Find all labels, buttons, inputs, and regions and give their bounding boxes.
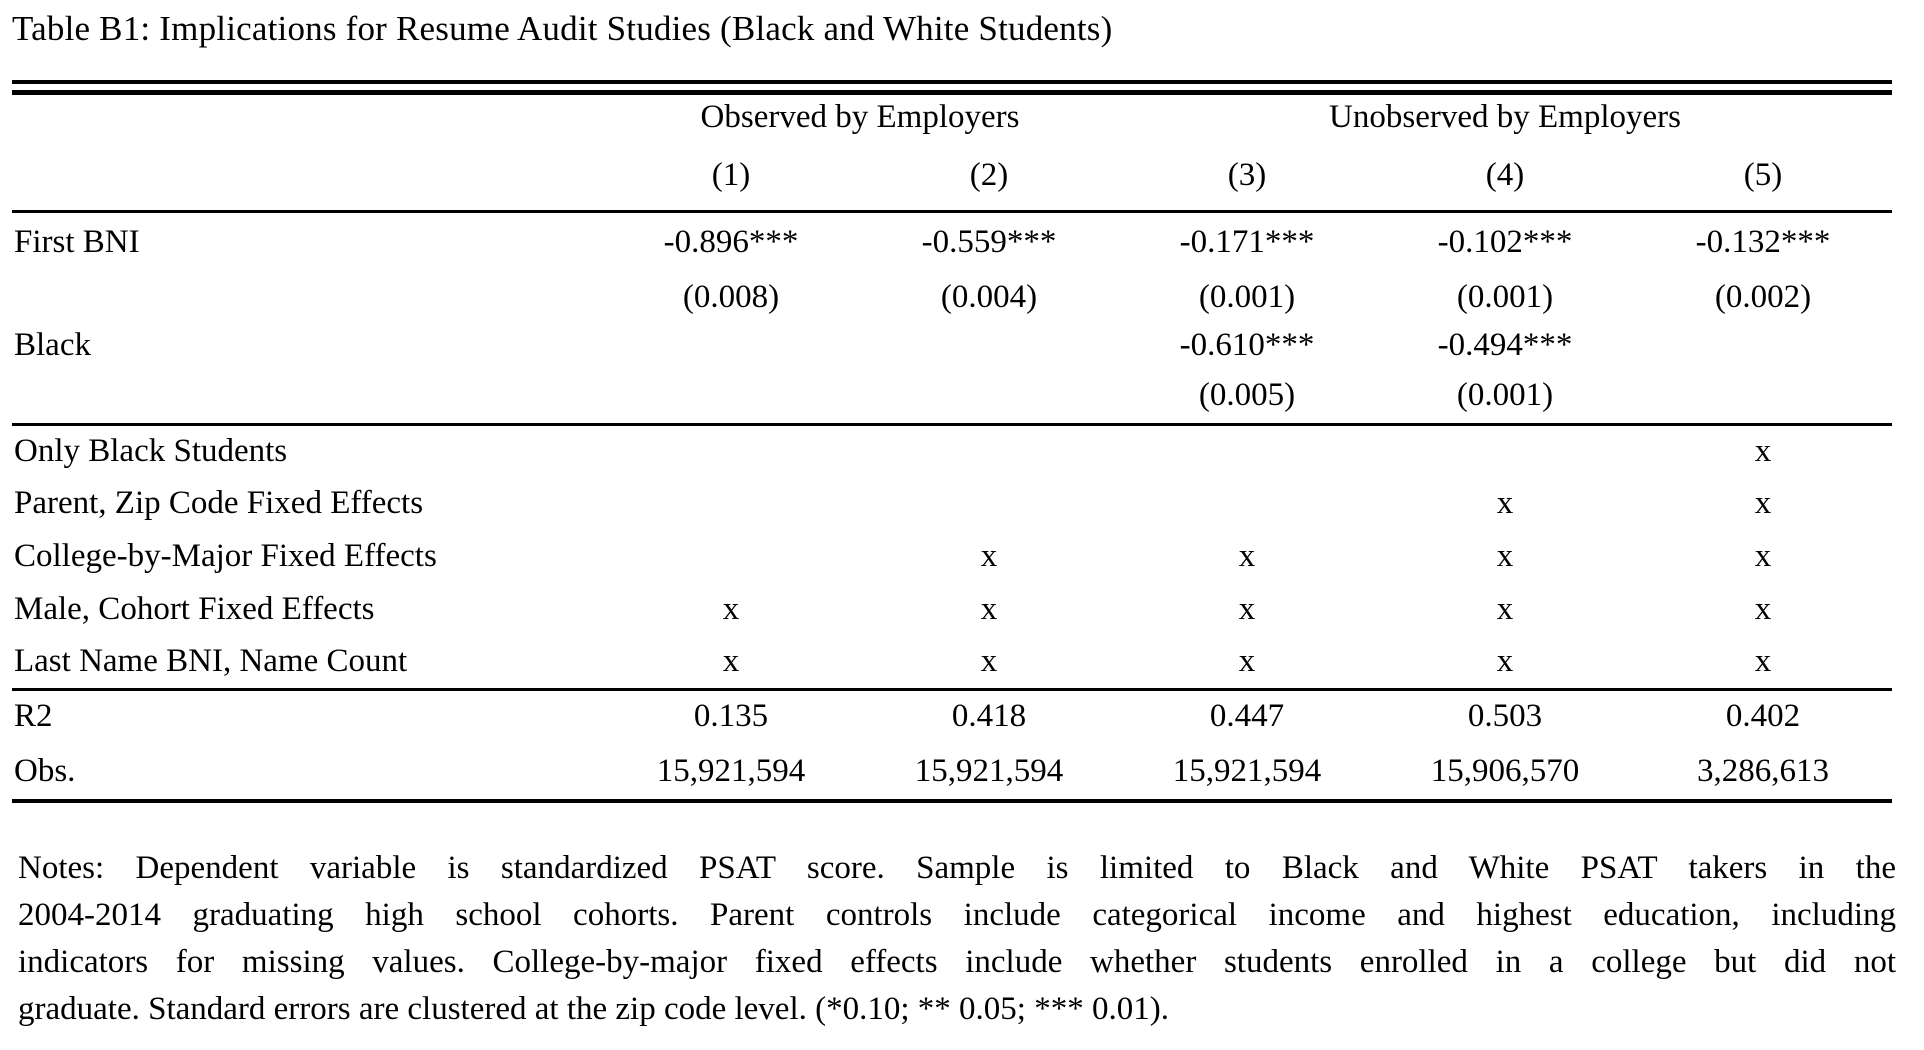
coefficient-row-first-bni: First BNI -0.896*** -0.559*** -0.171*** … bbox=[12, 211, 1892, 272]
results-table: Observed by Employers Unobserved by Empl… bbox=[12, 95, 1892, 803]
row-label: College-by-Major Fixed Effects bbox=[14, 538, 437, 574]
column-number-4: (4) bbox=[1485, 156, 1525, 193]
column-group-header-row: Observed by Employers Unobserved by Empl… bbox=[12, 95, 1892, 141]
notes-line: indicators for missing values. College-b… bbox=[18, 944, 1896, 980]
value-cell bbox=[860, 424, 1118, 477]
empty-corner-cell bbox=[12, 141, 602, 211]
table-notes: Notes: Dependent variable is standardize… bbox=[18, 845, 1896, 1033]
value-cell: x bbox=[1238, 591, 1256, 627]
value-cell bbox=[1634, 322, 1892, 368]
value-cell: 0.447 bbox=[1209, 698, 1285, 735]
statistic-row-r2: R2 0.135 0.418 0.447 0.503 0.402 bbox=[12, 689, 1892, 743]
control-row-parent-zip-fe: Parent, Zip Code Fixed Effects x x bbox=[12, 477, 1892, 530]
value-cell: x bbox=[980, 591, 998, 627]
value-cell bbox=[860, 368, 1118, 424]
row-label: Black bbox=[14, 326, 91, 363]
value-cell: (0.008) bbox=[682, 278, 780, 315]
control-row-only-black-students: Only Black Students x bbox=[12, 424, 1892, 477]
value-cell: x bbox=[1496, 643, 1514, 680]
row-label: Male, Cohort Fixed Effects bbox=[14, 591, 375, 627]
value-cell: x bbox=[1754, 432, 1772, 469]
statistic-row-obs: Obs. 15,921,594 15,921,594 15,921,594 15… bbox=[12, 743, 1892, 801]
value-cell bbox=[602, 477, 860, 530]
value-cell: -0.896*** bbox=[663, 223, 799, 260]
value-cell bbox=[602, 424, 860, 477]
row-label: Parent, Zip Code Fixed Effects bbox=[14, 485, 424, 521]
value-cell bbox=[602, 322, 860, 368]
value-cell: x bbox=[1754, 485, 1772, 521]
value-cell bbox=[1118, 424, 1376, 477]
value-cell: x bbox=[1754, 538, 1772, 574]
value-cell: x bbox=[1754, 591, 1772, 627]
value-cell: (0.002) bbox=[1714, 278, 1812, 315]
control-row-male-cohort-fe: Male, Cohort Fixed Effects x x x x x bbox=[12, 583, 1892, 636]
notes-line: graduate. Standard errors are clustered … bbox=[18, 991, 1169, 1027]
value-cell: x bbox=[1496, 591, 1514, 627]
coefficient-row-black: Black -0.610*** -0.494*** bbox=[12, 322, 1892, 368]
value-cell: (0.005) bbox=[1198, 376, 1296, 413]
value-cell bbox=[602, 368, 860, 424]
value-cell: x bbox=[1496, 538, 1514, 574]
value-cell: x bbox=[722, 591, 740, 627]
value-cell: 0.402 bbox=[1725, 698, 1801, 735]
std-error-row: (0.005) (0.001) bbox=[12, 368, 1892, 424]
column-number-row: (1) (2) (3) (4) (5) bbox=[12, 141, 1892, 211]
value-cell: -0.559*** bbox=[921, 223, 1057, 260]
value-cell bbox=[602, 530, 860, 583]
value-cell: x bbox=[1238, 643, 1256, 680]
value-cell: (0.001) bbox=[1456, 278, 1554, 315]
value-cell: -0.102*** bbox=[1437, 223, 1573, 260]
column-number-5: (5) bbox=[1743, 156, 1783, 193]
value-cell: 0.418 bbox=[951, 698, 1027, 735]
table-top-rule bbox=[12, 80, 1892, 95]
value-cell bbox=[1376, 424, 1634, 477]
row-label: Obs. bbox=[14, 752, 76, 789]
std-error-row: (0.008) (0.004) (0.001) (0.001) (0.002) bbox=[12, 272, 1892, 322]
notes-line: 2004-2014 graduating high school cohorts… bbox=[18, 897, 1896, 933]
value-cell: x bbox=[722, 643, 740, 680]
value-cell: x bbox=[1496, 485, 1514, 521]
row-label: First BNI bbox=[14, 223, 140, 260]
value-cell: -0.171*** bbox=[1179, 223, 1315, 260]
notes-line: Notes: Dependent variable is standardize… bbox=[18, 850, 1896, 886]
column-group-observed: Observed by Employers bbox=[700, 98, 1020, 135]
row-label bbox=[12, 368, 602, 424]
empty-corner-cell bbox=[12, 95, 602, 141]
value-cell: 15,921,594 bbox=[914, 752, 1064, 789]
value-cell: 3,286,613 bbox=[1697, 752, 1829, 789]
value-cell bbox=[860, 322, 1118, 368]
value-cell: -0.610*** bbox=[1179, 326, 1315, 363]
value-cell: -0.132*** bbox=[1695, 223, 1831, 260]
value-cell: -0.494*** bbox=[1437, 326, 1573, 363]
value-cell: (0.001) bbox=[1456, 376, 1554, 413]
column-group-unobserved: Unobserved by Employers bbox=[1329, 98, 1681, 135]
column-number-2: (2) bbox=[969, 156, 1009, 193]
value-cell: 0.135 bbox=[693, 698, 769, 735]
value-cell bbox=[860, 477, 1118, 530]
value-cell: x bbox=[980, 643, 998, 680]
control-row-last-name-bni: Last Name BNI, Name Count x x x x x bbox=[12, 636, 1892, 689]
row-label bbox=[12, 272, 602, 322]
value-cell: 15,906,570 bbox=[1430, 752, 1580, 789]
value-cell: 0.503 bbox=[1467, 698, 1543, 735]
value-cell: x bbox=[1754, 643, 1772, 680]
control-row-college-major-fe: College-by-Major Fixed Effects x x x x bbox=[12, 530, 1892, 583]
value-cell: (0.004) bbox=[940, 278, 1038, 315]
value-cell: 15,921,594 bbox=[1172, 752, 1322, 789]
value-cell bbox=[1634, 368, 1892, 424]
value-cell: 15,921,594 bbox=[656, 752, 806, 789]
value-cell: (0.001) bbox=[1198, 278, 1296, 315]
row-label: R2 bbox=[14, 698, 53, 735]
value-cell bbox=[1118, 477, 1376, 530]
column-number-1: (1) bbox=[711, 156, 751, 193]
row-label: Last Name BNI, Name Count bbox=[14, 643, 408, 680]
table-title: Table B1: Implications for Resume Audit … bbox=[12, 9, 1113, 48]
value-cell: x bbox=[1238, 538, 1256, 574]
value-cell: x bbox=[980, 538, 998, 574]
row-label: Only Black Students bbox=[14, 432, 288, 469]
column-number-3: (3) bbox=[1227, 156, 1267, 193]
